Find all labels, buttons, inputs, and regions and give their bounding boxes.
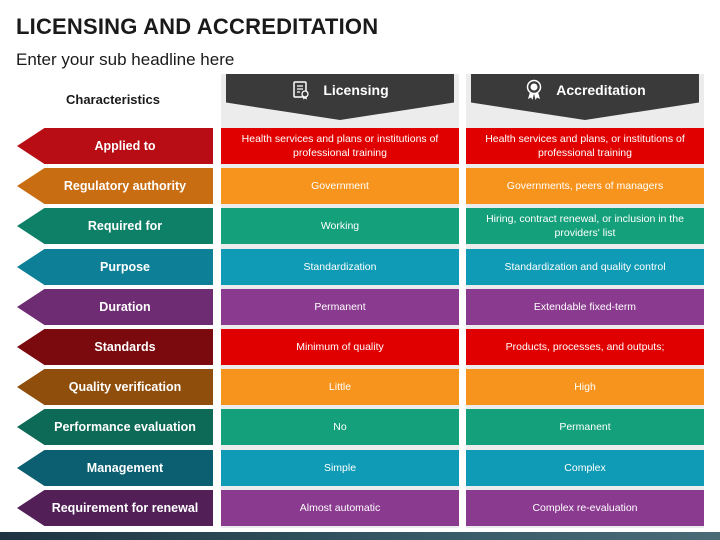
accreditation-cell-text: Complex xyxy=(564,461,606,474)
characteristic-arrow: Duration xyxy=(17,289,213,325)
characteristic-label: Required for xyxy=(87,219,163,233)
accreditation-column-label: Accreditation xyxy=(556,82,646,98)
characteristic-arrow: Required for xyxy=(17,208,213,244)
characteristic-arrow: Purpose xyxy=(17,249,213,285)
characteristic-arrow: Regulatory authority xyxy=(17,168,213,204)
accreditation-cell: Permanent xyxy=(466,409,704,445)
licensing-cell-text: No xyxy=(333,420,347,433)
characteristic-arrow: Management xyxy=(17,450,213,486)
page-title: LICENSING AND ACCREDITATION xyxy=(16,14,379,39)
characteristic-arrow: Applied to xyxy=(17,128,213,164)
licensing-cell: Minimum of quality xyxy=(221,329,459,365)
accreditation-cell-text: High xyxy=(574,380,596,393)
accreditation-cell-text: Health services and plans, or institutio… xyxy=(485,132,685,160)
licensing-cell-text: Health services and plans or institution… xyxy=(241,132,439,160)
licensing-cell: No xyxy=(221,409,459,445)
accreditation-cell-text: Products, processes, and outputs; xyxy=(505,340,665,353)
accreditation-cell: Health services and plans, or institutio… xyxy=(466,128,704,164)
licensing-cell-text: Permanent xyxy=(314,300,366,313)
licensing-cell-text: Almost automatic xyxy=(299,501,381,514)
accreditation-cell: High xyxy=(466,369,704,405)
characteristic-arrow: Performance evaluation xyxy=(17,409,213,445)
licensing-cell-text: Little xyxy=(328,380,352,393)
certificate-document-icon xyxy=(291,80,311,100)
accreditation-cell: Standardization and quality control xyxy=(466,249,704,285)
licensing-cell: Standardization xyxy=(221,249,459,285)
characteristic-label: Quality verification xyxy=(68,380,182,394)
licensing-cell: Permanent xyxy=(221,289,459,325)
accreditation-cell: Complex re-evaluation xyxy=(466,490,704,526)
licensing-cell-text: Minimum of quality xyxy=(296,340,384,353)
accreditation-cell-text: Complex re-evaluation xyxy=(532,501,638,514)
licensing-cell: Little xyxy=(221,369,459,405)
characteristic-label: Requirement for renewal xyxy=(51,501,199,515)
licensing-cell: Working xyxy=(221,208,459,244)
accreditation-cell-text: Standardization and quality control xyxy=(504,260,666,273)
characteristic-arrow: Quality verification xyxy=(17,369,213,405)
licensing-cell-text: Standardization xyxy=(303,260,377,273)
licensing-cell: Almost automatic xyxy=(221,490,459,526)
accreditation-cell-text: Permanent xyxy=(559,420,611,433)
characteristic-label: Regulatory authority xyxy=(63,179,187,193)
characteristic-label: Performance evaluation xyxy=(54,420,196,434)
page-subtitle: Enter your sub headline here xyxy=(16,50,235,69)
licensing-cell-text: Simple xyxy=(323,461,357,474)
licensing-cell-text: Government xyxy=(311,179,369,192)
accreditation-cell: Complex xyxy=(466,450,704,486)
footer-bar xyxy=(0,532,720,540)
licensing-cell: Health services and plans or institution… xyxy=(221,128,459,164)
licensing-column-label: Licensing xyxy=(323,82,389,98)
characteristic-arrow: Standards xyxy=(17,329,213,365)
characteristic-label: Standards xyxy=(94,340,156,354)
accreditation-cell-text: Governments, peers of managers xyxy=(506,179,664,192)
accreditation-cell: Extendable fixed-term xyxy=(466,289,704,325)
award-medal-icon xyxy=(524,79,544,101)
characteristic-label: Applied to xyxy=(94,139,156,153)
accreditation-cell-text: Extendable fixed-term xyxy=(533,300,637,313)
accreditation-cell: Products, processes, and outputs; xyxy=(466,329,704,365)
licensing-cell: Simple xyxy=(221,450,459,486)
licensing-cell: Government xyxy=(221,168,459,204)
accreditation-cell: Hiring, contract renewal, or inclusion i… xyxy=(466,208,704,244)
characteristic-label: Duration xyxy=(99,300,151,314)
characteristic-label: Purpose xyxy=(99,260,150,274)
accreditation-cell: Governments, peers of managers xyxy=(466,168,704,204)
characteristics-header: Characteristics xyxy=(66,92,160,107)
characteristic-arrow: Requirement for renewal xyxy=(17,490,213,526)
characteristic-label: Management xyxy=(86,461,164,475)
accreditation-cell-text: Hiring, contract renewal, or inclusion i… xyxy=(486,212,684,240)
licensing-cell-text: Working xyxy=(320,219,360,232)
